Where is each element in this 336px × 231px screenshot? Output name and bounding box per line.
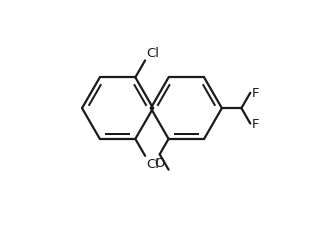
Text: O: O [155,156,165,169]
Text: Cl: Cl [146,157,159,170]
Text: Cl: Cl [146,47,159,60]
Text: F: F [252,118,259,131]
Text: F: F [252,87,259,100]
